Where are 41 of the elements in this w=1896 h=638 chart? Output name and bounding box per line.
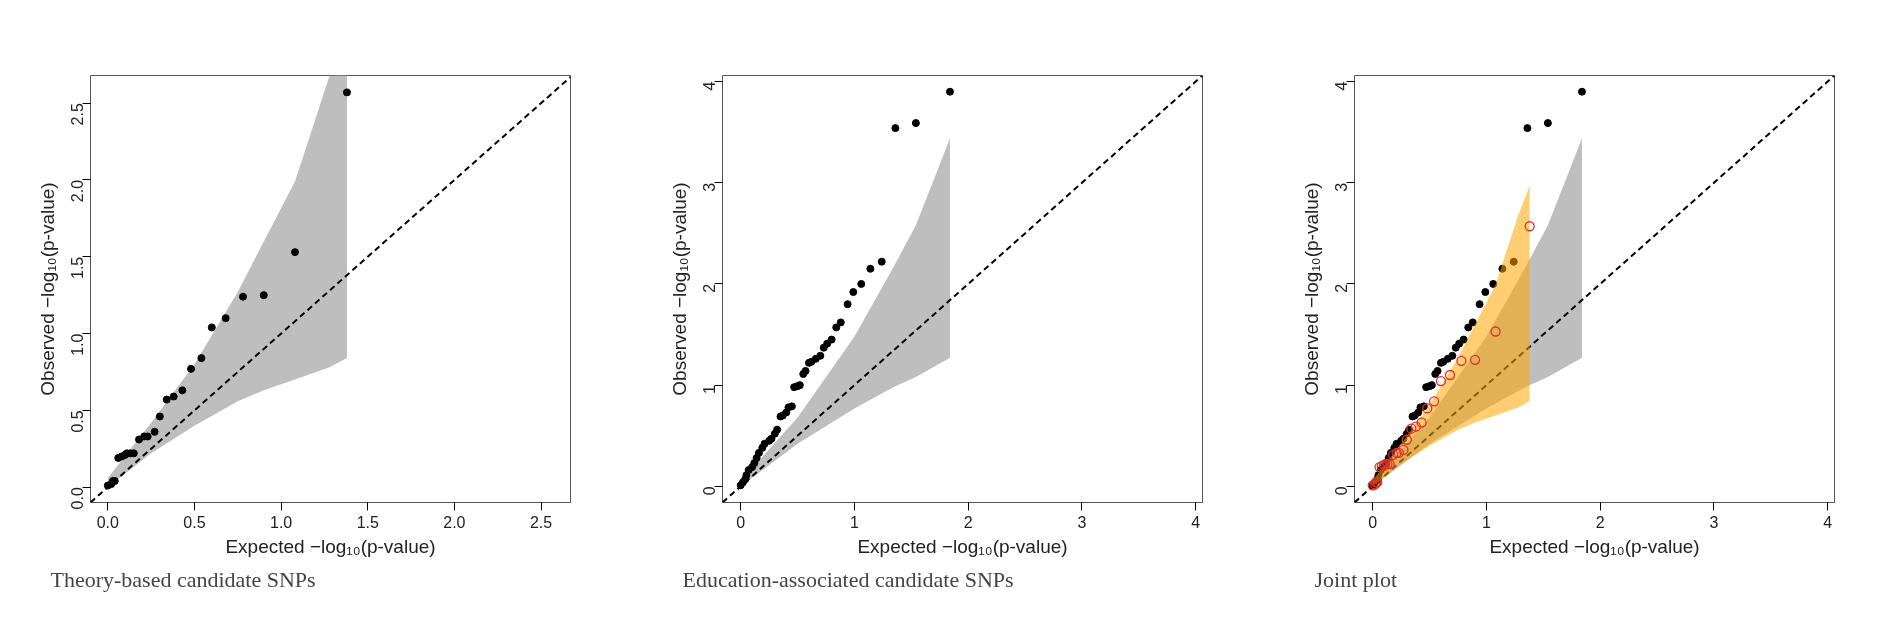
y-tick-label: 1	[701, 385, 719, 395]
y-tick-label: 3	[701, 182, 719, 192]
text: Education-associated candidate SNPs	[682, 566, 1014, 592]
y-tick-label: 0.0	[69, 487, 87, 510]
y-tick-label: 1.0	[69, 333, 87, 356]
y-tick-label: 3	[1333, 182, 1351, 192]
x-tick-label: 2.0	[443, 513, 466, 531]
x-tick-label: 1	[1481, 513, 1491, 531]
text: Joint plot	[1314, 566, 1398, 592]
y-tick-label: 1	[1333, 385, 1351, 395]
y-tick-label: 2.5	[69, 103, 87, 126]
x-tick-label: 2.5	[529, 513, 553, 531]
x-axis-title: Expected −log₁₀(p-value)	[1489, 535, 1700, 557]
x-tick-label: 0	[1368, 513, 1378, 531]
y-tick-label: 2.0	[69, 179, 87, 203]
x-tick-label: 3	[1077, 513, 1087, 531]
y-tick-label: 2	[1333, 283, 1351, 293]
x-tick-label: 1	[849, 513, 859, 531]
x-tick-label: 0.5	[183, 513, 206, 531]
x-tick-label: 1.5	[356, 513, 379, 531]
y-tick-label: 4	[701, 81, 719, 91]
y-axis-title: Observed −log₁₀(p-value)	[1300, 182, 1322, 396]
x-tick-label: 0.0	[96, 513, 120, 531]
y-tick-label: 0	[701, 486, 719, 496]
x-tick-label: 2	[1595, 513, 1605, 531]
x-axis-title: Expected −log₁₀(p-value)	[225, 535, 436, 557]
y-tick-label: 1.5	[69, 256, 87, 279]
y-axis-title: Observed −log₁₀(p-value)	[668, 182, 690, 396]
x-tick-label: 0	[736, 513, 746, 531]
y-tick-label: 0.5	[69, 410, 87, 433]
x-tick-label: 2	[963, 513, 973, 531]
x-tick-label: 1.0	[269, 513, 293, 531]
x-tick-label: 4	[1191, 513, 1201, 531]
x-axis-title: Expected −log₁₀(p-value)	[857, 535, 1068, 557]
x-tick-label: 3	[1709, 513, 1719, 531]
y-tick-label: 4	[1333, 81, 1351, 91]
y-tick-label: 0	[1333, 486, 1351, 496]
text: Theory-based candidate SNPs	[50, 566, 316, 592]
y-tick-label: 2	[701, 283, 719, 293]
y-axis-title: Observed −log₁₀(p-value)	[36, 182, 58, 396]
x-tick-label: 4	[1823, 513, 1833, 531]
